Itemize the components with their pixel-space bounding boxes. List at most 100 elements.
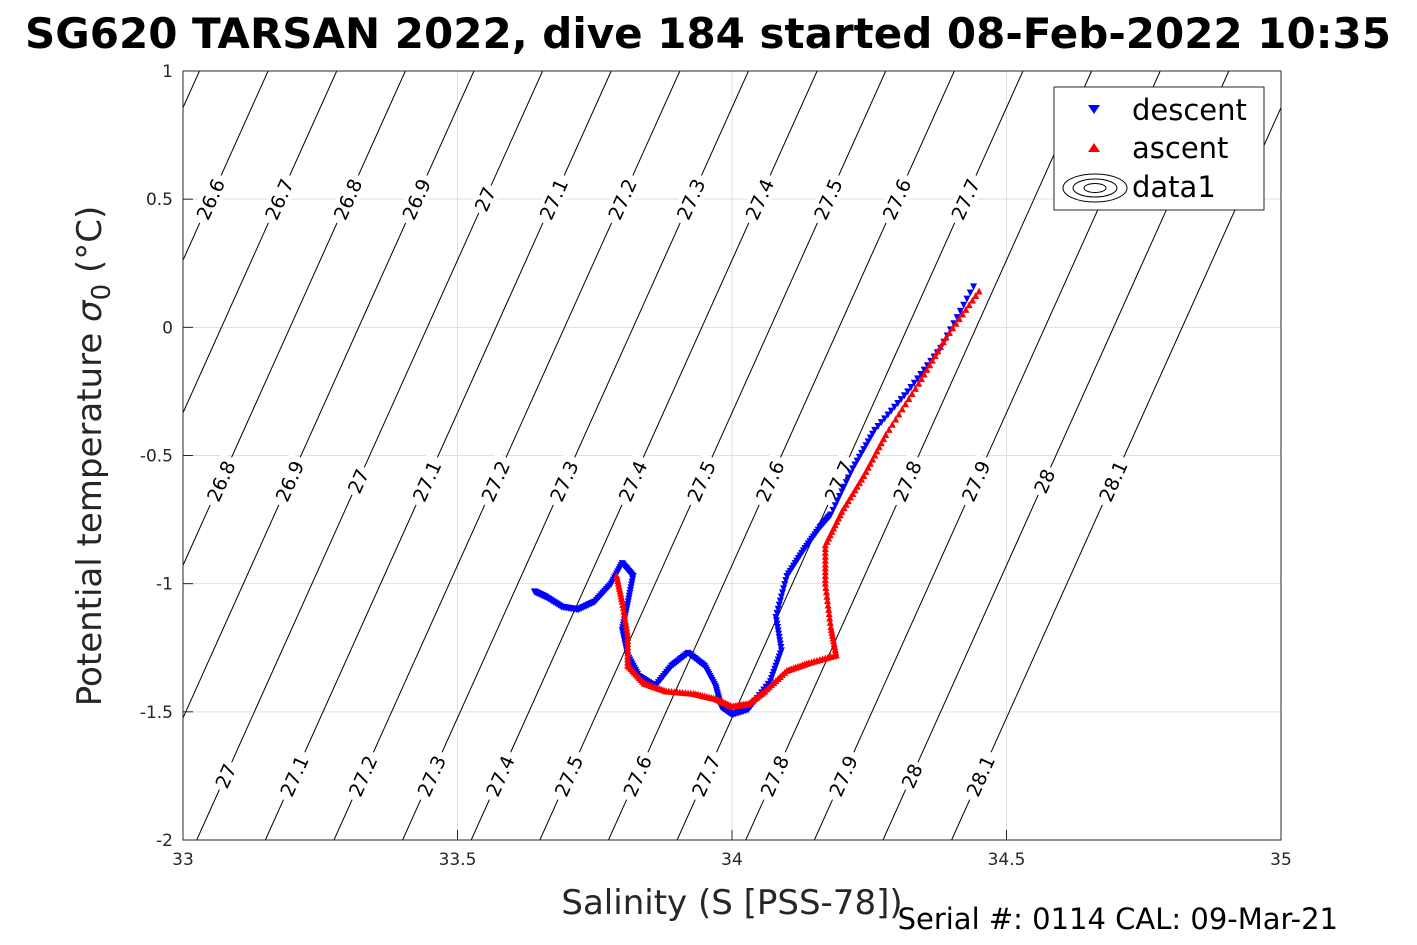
ascent-point	[858, 475, 866, 483]
contour-label-bg	[685, 747, 727, 805]
y-tick-label: -0.5	[140, 447, 173, 467]
ascent-point	[937, 342, 945, 350]
contour-label-bg	[474, 452, 517, 510]
chart-title: SG620 TARSAN 2022, dive 184 started 08-F…	[25, 9, 1391, 58]
ascent-point	[825, 610, 833, 618]
descent-point	[772, 617, 780, 625]
ascent-point	[955, 315, 963, 323]
x-tick-label: 35	[1270, 850, 1292, 870]
descent-point	[827, 511, 835, 519]
contour-label-bg	[532, 170, 575, 228]
ascent-point	[824, 597, 832, 605]
ascent-point	[619, 600, 627, 608]
legend-ascent-label: ascent	[1132, 131, 1228, 165]
descent-point	[838, 488, 846, 496]
ascent-point	[949, 324, 957, 332]
ascent-point	[939, 338, 947, 346]
descent-point	[836, 493, 844, 501]
ascent-point	[915, 379, 923, 387]
descent-point	[779, 589, 787, 597]
ascent-point	[869, 455, 877, 463]
x-tick-label: 33.5	[439, 850, 477, 870]
contour-label-bg	[749, 452, 791, 510]
ascent-point	[821, 560, 829, 568]
contour-label-bg	[258, 170, 300, 228]
descent-point	[829, 506, 837, 514]
ascent-point	[826, 614, 834, 622]
ascent-point	[873, 447, 881, 455]
ascent-point	[959, 310, 967, 318]
ascent-point	[908, 389, 916, 397]
x-tick-label: 34	[721, 850, 743, 870]
descent-point	[917, 370, 925, 378]
legend: descent ascent data1	[1053, 86, 1265, 211]
contour-label-bg	[944, 170, 987, 228]
ascent-point	[821, 545, 829, 553]
descent-point	[963, 295, 971, 303]
contour-label-bg	[468, 180, 502, 218]
contour-label-bg	[680, 452, 722, 510]
contour-label-bg	[611, 452, 654, 510]
contour-label-bg	[410, 747, 453, 805]
ascent-point	[621, 614, 629, 622]
contour-label-bg	[822, 747, 864, 805]
descent-point	[910, 379, 918, 387]
contour-label-bg	[670, 170, 712, 228]
contour-label-bg	[955, 452, 997, 510]
contour-label-bg	[1028, 462, 1061, 500]
descent-point	[842, 479, 850, 487]
ascent-point	[821, 579, 829, 587]
contour-label-bg	[341, 462, 375, 500]
contour-label-bg	[395, 170, 438, 228]
ascent-point	[821, 556, 829, 564]
ascent-point	[928, 356, 936, 364]
descent-point	[874, 423, 882, 431]
descent-point	[776, 637, 784, 645]
descent-point	[891, 403, 899, 411]
ascent-point	[623, 627, 631, 635]
contour-label-bg	[209, 757, 242, 795]
contour-label-bg	[406, 452, 448, 510]
contour-label-bg	[807, 170, 849, 228]
ascent-point	[860, 472, 868, 480]
ascent-point	[822, 584, 830, 592]
ascent-point	[866, 459, 874, 467]
series-ascent	[613, 287, 983, 710]
ascent-point	[853, 482, 861, 490]
ascent-point	[962, 305, 970, 313]
x-tick-label: 34.5	[988, 850, 1026, 870]
ascent-point	[934, 347, 942, 355]
descent-point	[777, 647, 785, 655]
ascent-point	[942, 333, 950, 341]
contour-label-bg	[876, 170, 918, 228]
contour-label-bg	[268, 452, 311, 510]
descent-point	[777, 593, 785, 601]
ascent-point	[827, 623, 835, 631]
descent-point	[776, 597, 784, 605]
ascent-point	[842, 500, 850, 508]
descent-point	[774, 627, 782, 635]
contour-label-bg	[817, 452, 860, 510]
x-axis-label: Salinity (S [PSS-78])	[561, 883, 902, 923]
ascent-point	[821, 575, 829, 583]
ascent-point	[875, 443, 883, 451]
legend-contour-icon	[1062, 173, 1128, 203]
ascent-point	[923, 365, 931, 373]
descent-point	[844, 474, 852, 482]
ascent-point	[822, 588, 830, 596]
descent-point	[907, 384, 915, 392]
ascent-point	[880, 435, 888, 443]
legend-ascent-marker	[1088, 143, 1100, 152]
y-axis-label: Potential temperature σ0 (°C)	[70, 206, 117, 706]
contour-label: 27.4	[611, 452, 654, 510]
descent-point	[782, 577, 790, 585]
y-tick-label: -1.5	[140, 703, 173, 723]
ascent-point	[882, 430, 890, 438]
contour-label-bg	[479, 747, 521, 805]
descent-point	[900, 392, 908, 400]
ascent-point	[821, 568, 829, 576]
descent-point	[877, 419, 885, 427]
descent-point	[871, 426, 879, 434]
contour-label-bg	[543, 452, 585, 510]
descent-point	[881, 415, 889, 423]
